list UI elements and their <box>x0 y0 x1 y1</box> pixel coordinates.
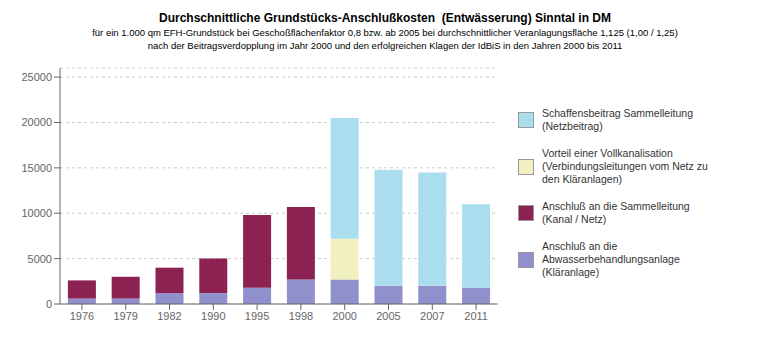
svg-text:2007: 2007 <box>420 310 444 322</box>
svg-text:25000: 25000 <box>21 71 52 83</box>
svg-text:1976: 1976 <box>70 310 94 322</box>
html-text:Schaffensbeitrag Sammelleitung: Schaffensbeitrag Sammelleitung (Netzbeit… <box>542 107 693 132</box>
html-text:Vorteil einer Vollkanalisation: Vorteil einer Vollkanalisation (Verbindu… <box>542 147 708 185</box>
svg-text:1995: 1995 <box>245 310 269 322</box>
svg-text:2011: 2011 <box>464 310 488 322</box>
svg-text:10000: 10000 <box>21 207 52 219</box>
html-text:nach der Beitragsverdopplung i: nach der Beitragsverdopplung im Jahr 200… <box>147 40 623 51</box>
svg-text:2005: 2005 <box>376 310 400 322</box>
html-text:für ein 1.000 qm EFH-Grundstüc: für ein 1.000 qm EFH-Grundstück bei Gesc… <box>92 27 678 38</box>
html-text:Anschluß an die Sammelleitung: Anschluß an die Sammelleitung (Kanal / N… <box>542 200 690 225</box>
svg-text:15000: 15000 <box>21 162 52 174</box>
svg-text:0: 0 <box>46 298 52 310</box>
svg-text:1979: 1979 <box>113 310 137 322</box>
svg-text:5000: 5000 <box>28 253 52 265</box>
svg-text:1998: 1998 <box>289 310 313 322</box>
svg-text:2000: 2000 <box>332 310 356 322</box>
html-text:Durchschnittliche Grundstücks-: Durchschnittliche Grundstücks-Anschlußko… <box>159 11 611 25</box>
svg-text:1990: 1990 <box>201 310 225 322</box>
html-text:Anschluß an die Abwasserbehand: Anschluß an die Abwasserbehandlungsanlag… <box>542 240 680 278</box>
svg-text:1982: 1982 <box>157 310 181 322</box>
svg-text:20000: 20000 <box>21 116 52 128</box>
